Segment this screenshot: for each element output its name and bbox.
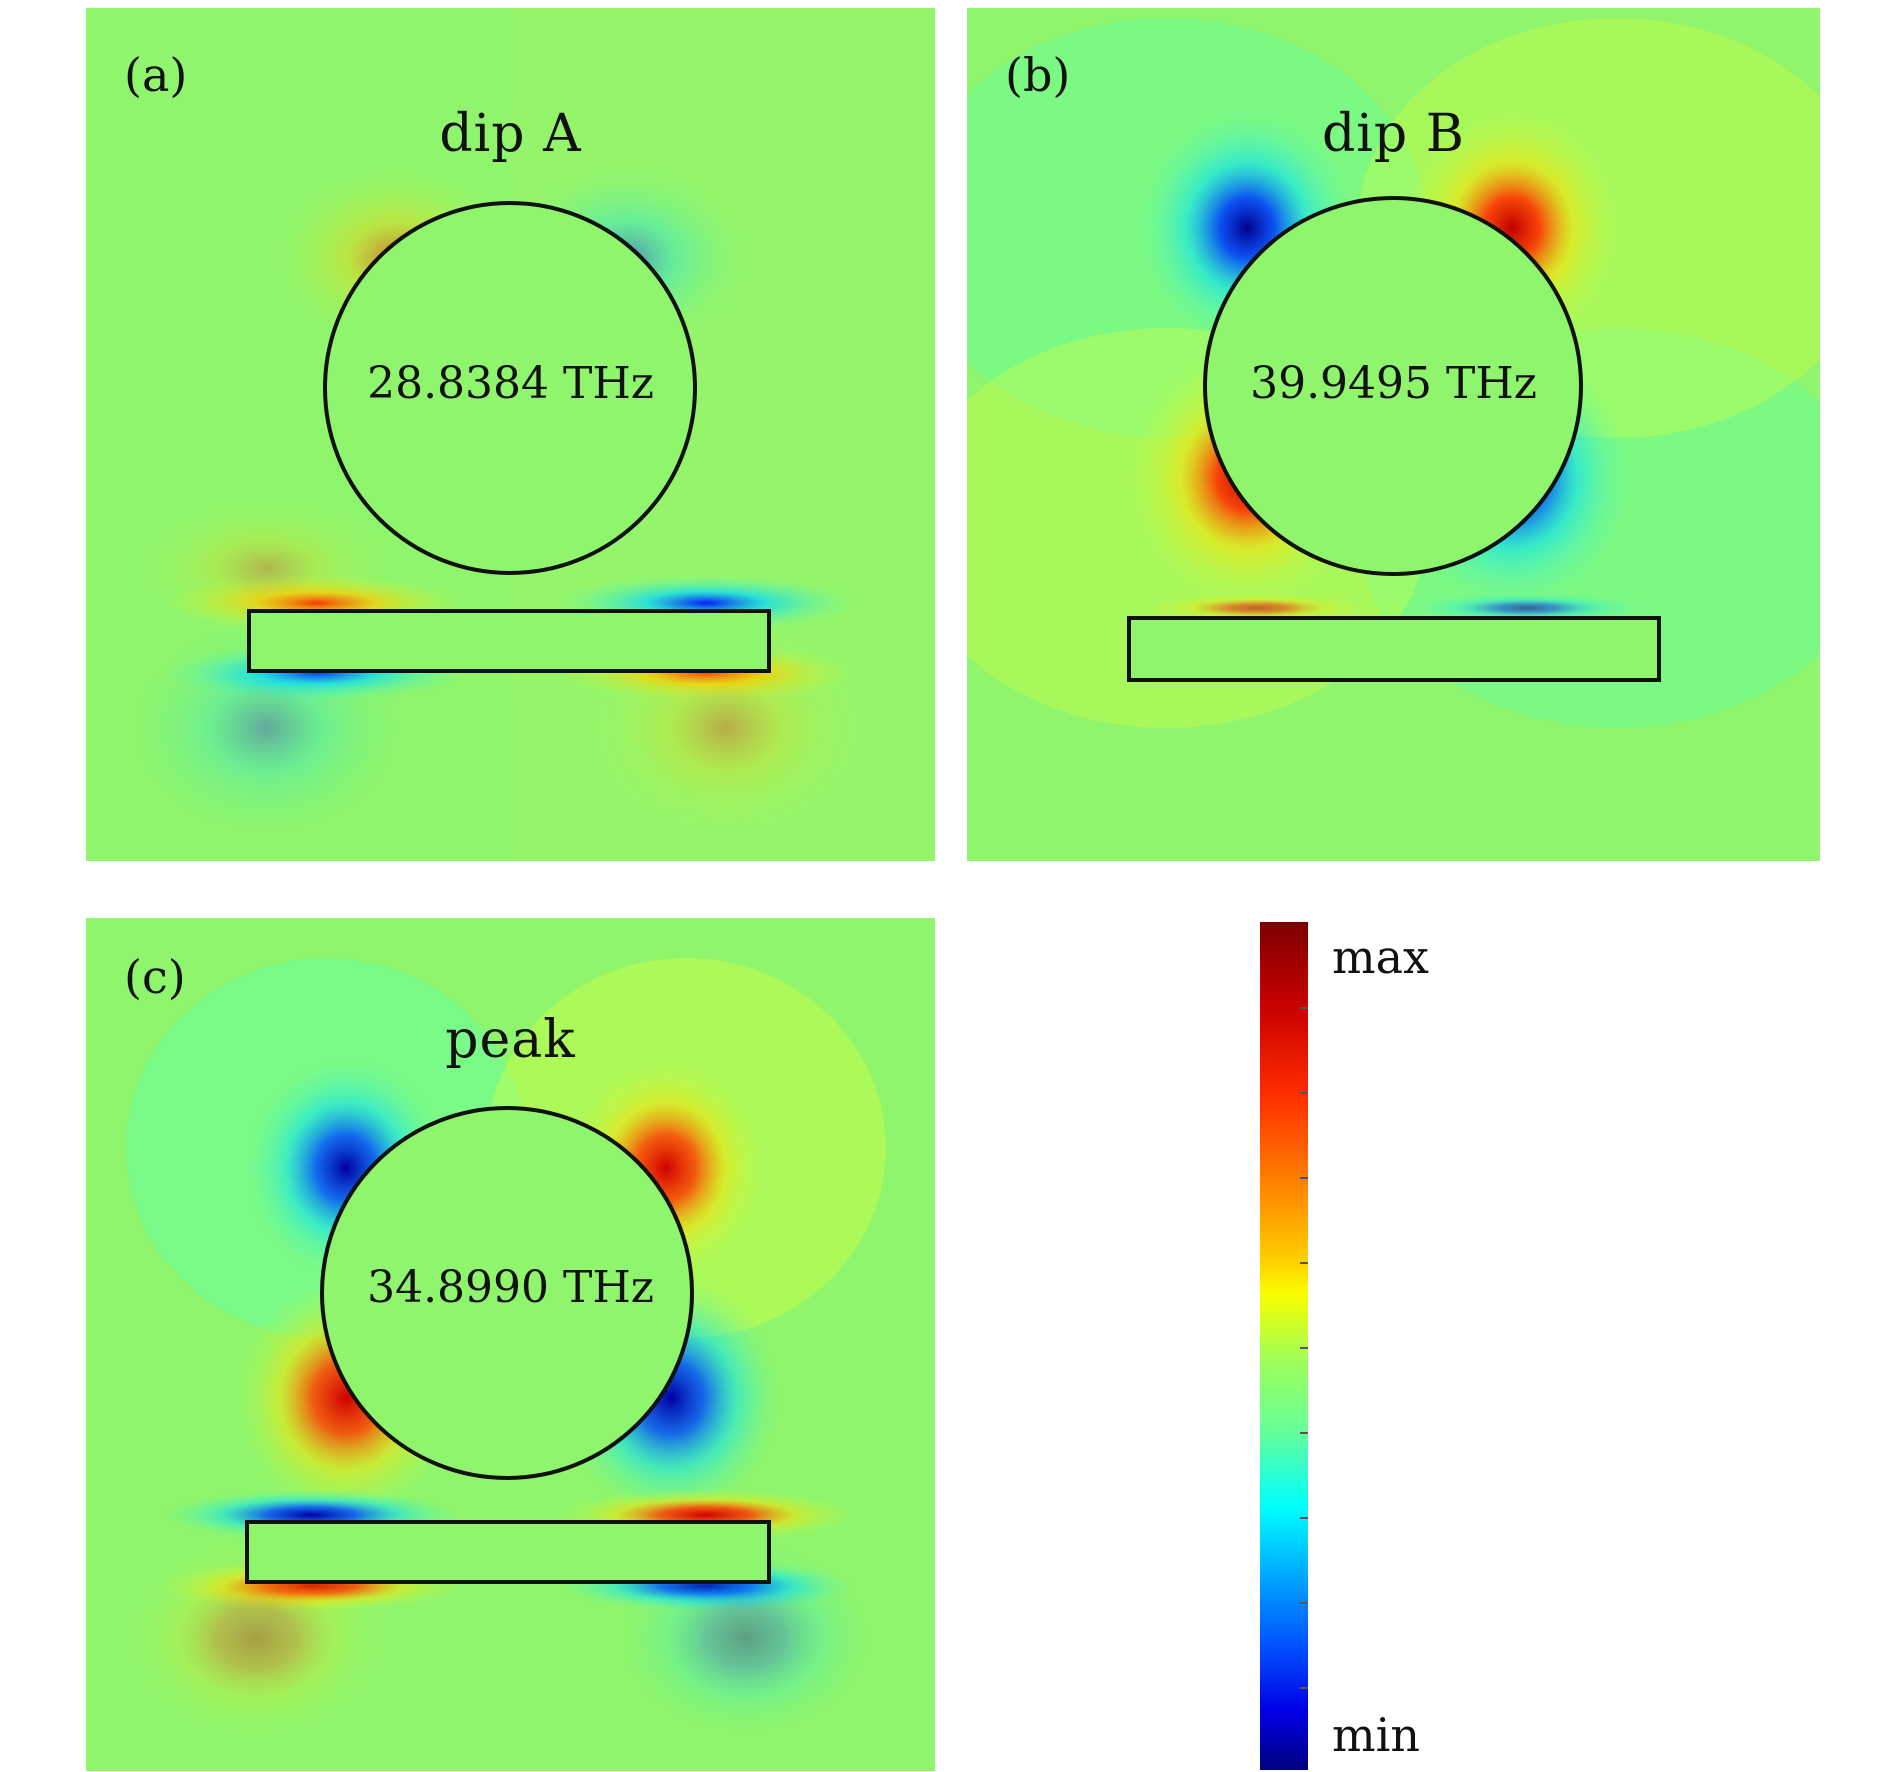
- mode-title-a: dip A: [439, 104, 582, 164]
- mode-title-c: peak: [445, 1010, 576, 1070]
- resonator-slab-b: [1127, 616, 1661, 682]
- field-distribution-c: [86, 918, 935, 1771]
- colorbar-min-label: min: [1332, 1708, 1420, 1762]
- mode-title-b: dip B: [1322, 104, 1465, 164]
- frequency-label-c: 34.8990 THz: [367, 1262, 654, 1313]
- field-distribution-b: [967, 8, 1820, 861]
- colorbar: [1260, 922, 1308, 1770]
- frequency-label-b: 39.9495 THz: [1250, 358, 1537, 409]
- panel-label-a: (a): [124, 48, 188, 102]
- field-map-panel-c: (c) peak 34.8990 THz: [86, 918, 935, 1771]
- panel-label-c: (c): [124, 950, 186, 1004]
- resonator-circle-c: [320, 1106, 694, 1480]
- colorbar-max-label: max: [1332, 930, 1429, 984]
- field-distribution-a: [86, 8, 935, 861]
- frequency-label-a: 28.8384 THz: [367, 358, 654, 409]
- panel-label-b: (b): [1005, 48, 1071, 102]
- resonator-slab-c: [245, 1520, 771, 1584]
- field-map-panel-a: (a) dip A 28.8384 THz: [86, 8, 935, 861]
- field-map-panel-b: (b) dip B 39.9495 THz: [967, 8, 1820, 861]
- resonator-circle-b: [1203, 196, 1583, 576]
- resonator-circle-a: [323, 201, 697, 575]
- resonator-slab-a: [247, 609, 771, 673]
